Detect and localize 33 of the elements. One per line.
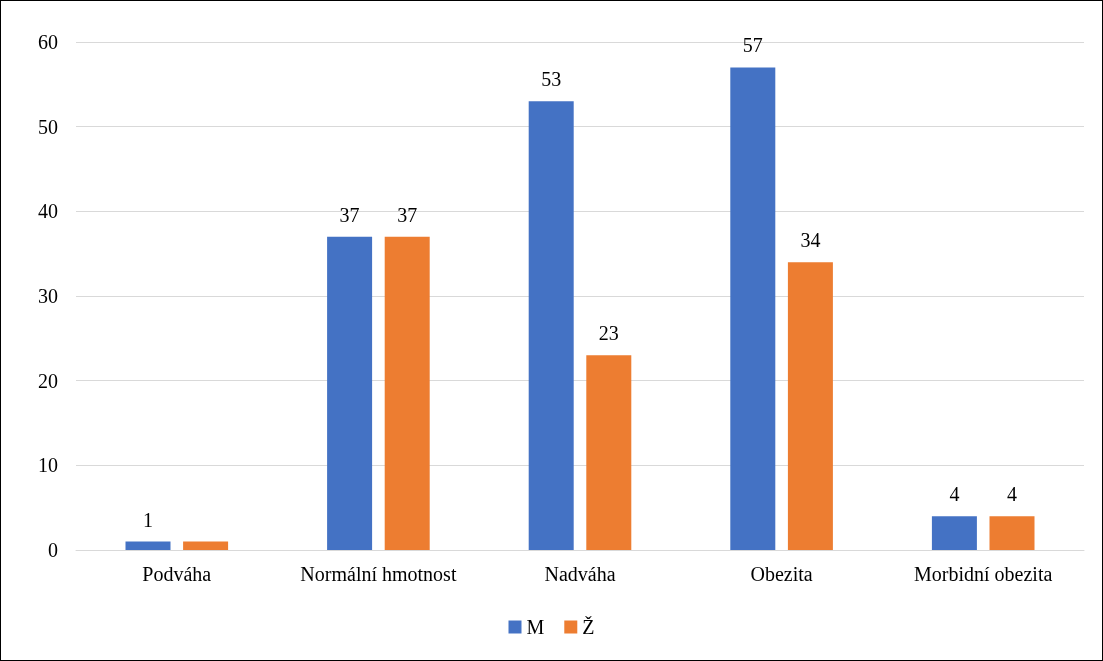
data-label: 37 [339, 203, 360, 226]
bar [183, 541, 229, 550]
x-tick-label: Normální hmotnost [300, 563, 457, 585]
y-tick-label: 50 [38, 115, 58, 138]
bar [787, 262, 833, 550]
data-label: 4 [949, 483, 960, 506]
y-tick-label: 30 [38, 285, 58, 307]
y-tick-label: 60 [38, 31, 58, 53]
data-label: 4 [1007, 483, 1017, 506]
legend-label: Ž [582, 616, 595, 638]
bar [931, 516, 977, 550]
y-tick-label: 0 [48, 539, 58, 561]
y-tick-label: 10 [38, 454, 58, 477]
data-label: 34 [800, 229, 821, 252]
bar [989, 516, 1035, 550]
bar [730, 67, 776, 550]
bar [384, 236, 430, 550]
y-tick-label: 20 [38, 369, 58, 392]
y-tick-label: 40 [38, 200, 58, 223]
bar [528, 101, 574, 550]
data-label: 53 [541, 68, 562, 91]
data-label: 37 [397, 203, 418, 226]
data-label: 1 [143, 508, 153, 531]
x-tick-label: Morbidní obezita [914, 563, 1053, 585]
bar [125, 541, 171, 550]
x-tick-label: Nadváha [544, 563, 616, 585]
x-tick-label: Podváha [142, 563, 212, 585]
legend-label: M [526, 616, 545, 638]
bar [327, 236, 373, 550]
bar [586, 355, 632, 550]
data-label: 57 [742, 34, 763, 57]
data-label: 23 [598, 322, 619, 345]
x-tick-label: Obezita [750, 563, 813, 585]
